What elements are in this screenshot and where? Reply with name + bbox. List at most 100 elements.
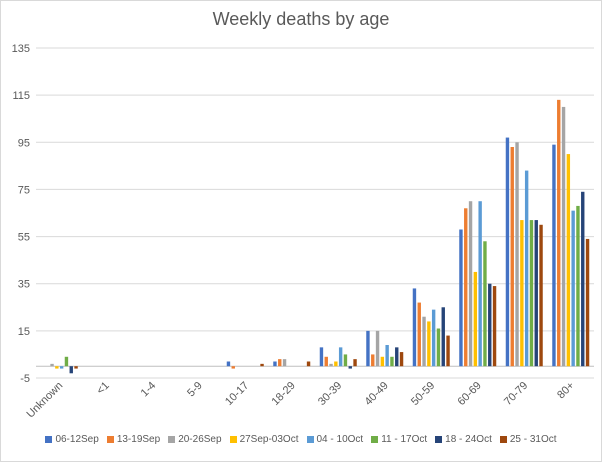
bar: [417, 302, 421, 367]
bar: [561, 106, 566, 367]
bar: [552, 144, 556, 367]
bar: [483, 241, 487, 367]
x-tick-label: 80+: [555, 380, 577, 402]
bar: [515, 142, 519, 367]
bar: [431, 309, 436, 367]
bar: [510, 147, 514, 367]
legend-swatch: [371, 436, 379, 443]
legend-entry: 20-26Sep: [168, 434, 222, 445]
x-tick-label: <1: [95, 380, 112, 397]
bar: [59, 366, 64, 369]
y-tick-label: -5: [20, 373, 30, 385]
legend-swatch: [306, 436, 314, 443]
bar: [282, 359, 287, 367]
y-tick-label: 55: [18, 232, 30, 244]
legend-label: 13-19Sep: [116, 434, 161, 445]
bar: [334, 361, 338, 367]
legend-label: 27Sep-03Oct: [239, 434, 299, 445]
bar: [473, 271, 478, 367]
y-tick-label: 135: [12, 43, 30, 55]
bar: [581, 191, 585, 367]
bar: [278, 359, 282, 367]
x-tick-label: Unknown: [24, 380, 65, 421]
bar: [441, 307, 445, 367]
x-tick-label: 18-29: [269, 380, 297, 408]
x-tick-label: 60-69: [455, 380, 483, 408]
x-tick-label: 5-9: [185, 380, 205, 400]
bar: [520, 220, 524, 367]
legend-entry: 04 - 10Oct: [306, 434, 364, 445]
x-tick-label: 70-79: [502, 380, 530, 408]
x-tick-label: 50-59: [409, 380, 437, 408]
chart-title: Weekly deaths by age: [212, 9, 390, 29]
legend: 06-12Sep 13-19Sep 20-26Sep 27Sep-03Oct 04 - …: [0, 434, 602, 445]
x-tick-label: 1-4: [139, 380, 159, 400]
bar: [231, 366, 235, 369]
bar: [488, 283, 492, 367]
legend-label: 04 - 10Oct: [316, 434, 364, 445]
legend-label: 06-12Sep: [55, 434, 99, 445]
bar: [427, 321, 431, 367]
legend-label: 18 - 24Oct: [445, 434, 492, 445]
bar: [571, 210, 575, 367]
bar: [576, 205, 580, 367]
legend-label: 20-26Sep: [178, 434, 222, 445]
y-tick-label: 15: [18, 326, 30, 338]
legend-swatch: [435, 436, 443, 443]
bar: [478, 201, 482, 367]
legend-swatch: [106, 436, 114, 443]
bar: [524, 170, 529, 367]
bar: [353, 359, 357, 367]
bar: [459, 229, 463, 367]
legend-label: 25 - 31Oct: [509, 434, 557, 445]
bar: [64, 356, 69, 367]
bar: [492, 286, 497, 367]
bar: [390, 356, 394, 367]
bar: [505, 137, 510, 367]
legend-swatch: [229, 436, 237, 443]
bar: [371, 354, 375, 367]
bar: [395, 347, 399, 367]
bar: [412, 288, 417, 367]
bar: [324, 356, 328, 367]
x-tick-label: 30-39: [316, 380, 344, 408]
bar: [422, 316, 426, 367]
bar: [69, 366, 73, 374]
bar: [566, 154, 571, 367]
bar: [375, 330, 380, 367]
legend-entry: 25 - 31Oct: [499, 434, 557, 445]
bar: [366, 330, 370, 367]
legend-swatch: [168, 436, 176, 443]
bar: [464, 208, 468, 367]
y-tick-label: 35: [18, 279, 30, 291]
x-tick-label: 40-49: [362, 380, 390, 408]
bar: [385, 345, 389, 367]
bar: [319, 347, 324, 367]
bar: [468, 201, 473, 367]
legend-entry: 27Sep-03Oct: [229, 434, 299, 445]
bar: [436, 328, 441, 367]
legend-entry: 06-12Sep: [45, 434, 99, 445]
bar: [557, 99, 561, 367]
bar: [539, 224, 543, 367]
bar: [343, 354, 348, 367]
bar: [399, 352, 404, 367]
bar: [446, 335, 450, 367]
legend-swatch: [499, 436, 507, 443]
bar: [585, 238, 590, 367]
bar: [273, 361, 277, 367]
y-tick-label: 75: [18, 184, 30, 196]
bar: [306, 361, 311, 367]
bar: [260, 363, 264, 367]
x-tick-label: 10-17: [223, 380, 251, 408]
bar: [529, 220, 534, 367]
bar: [55, 366, 59, 369]
bar: [380, 356, 385, 367]
bar: [50, 363, 54, 367]
bar: [534, 220, 538, 367]
legend-entry: 13-19Sep: [106, 434, 161, 445]
bar: [329, 363, 333, 367]
y-tick-label: 95: [18, 137, 30, 149]
